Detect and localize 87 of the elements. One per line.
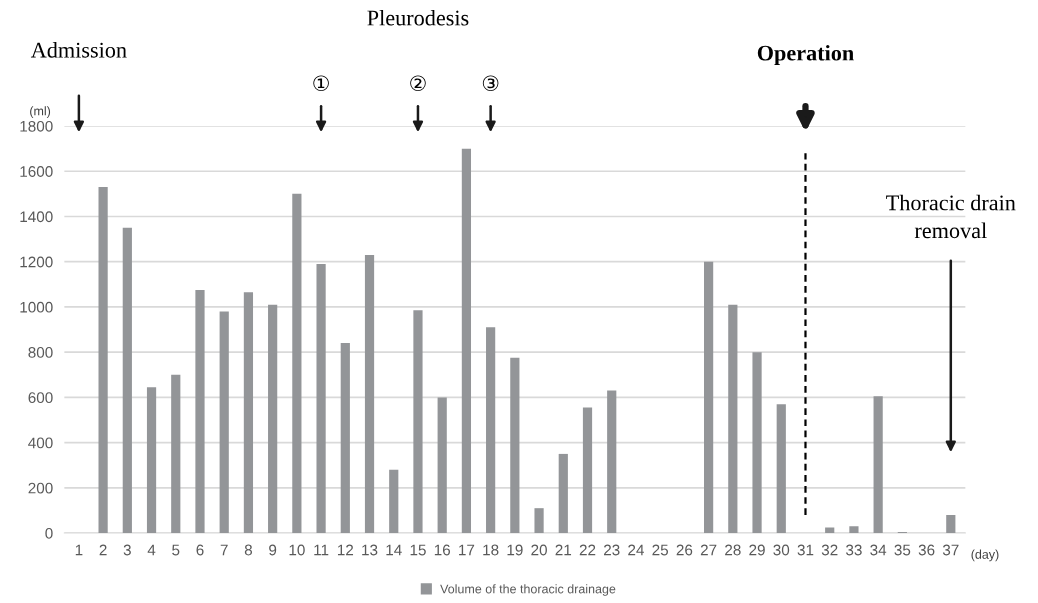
- y-tick-label: 1000: [20, 301, 53, 313]
- x-tick-label: 33: [846, 544, 862, 556]
- x-tick-label: 32: [821, 544, 838, 556]
- bar: [195, 289, 205, 534]
- bar: [364, 254, 375, 534]
- bar: [219, 311, 229, 534]
- x-tick-label: 10: [289, 544, 305, 556]
- x-tick-label: 23: [604, 544, 620, 556]
- x-tick-label: 8: [244, 544, 253, 556]
- x-tick-label: 25: [652, 544, 669, 556]
- x-tick-label: 35: [894, 544, 911, 556]
- bar: [316, 263, 326, 534]
- bar: [122, 227, 132, 534]
- text: Operation: [757, 44, 854, 66]
- y-axis-title: (ml): [30, 106, 51, 118]
- y-tick-label: 200: [28, 482, 53, 494]
- x-tick-label: 24: [628, 544, 644, 556]
- x-tick-label: 5: [172, 544, 180, 556]
- text: Admission: [30, 42, 127, 58]
- x-tick-label: 6: [196, 544, 204, 556]
- y-tick-label: 1400: [20, 211, 53, 223]
- bar: [946, 514, 956, 534]
- x-tick-label: 18: [483, 544, 499, 556]
- x-tick-label: 3: [123, 544, 131, 556]
- x-tick-label: 20: [531, 544, 547, 556]
- x-tick-label: 1: [75, 544, 83, 556]
- text: ③: [482, 75, 499, 92]
- x-tick-label: 34: [870, 544, 887, 556]
- bar: [461, 148, 472, 534]
- bar: [146, 387, 157, 534]
- x-tick-label: 30: [773, 544, 790, 556]
- x-tick-label: 11: [314, 544, 329, 556]
- text: Pleurodesis: [367, 9, 469, 26]
- x-tick-label: 19: [507, 544, 523, 556]
- bar: [776, 404, 786, 534]
- bar: [849, 526, 859, 534]
- bar: [582, 407, 593, 534]
- x-axis-title: (day): [971, 549, 999, 562]
- x-tick-label: 26: [676, 544, 693, 556]
- bar: [340, 343, 350, 534]
- y-tick-label: 1600: [20, 166, 53, 177]
- bar: [825, 527, 835, 534]
- y-tick-label: 0: [45, 527, 53, 539]
- bar: [98, 187, 108, 534]
- x-tick-label: 12: [337, 544, 354, 556]
- x-tick-label: 28: [725, 544, 741, 556]
- y-tick-label: 800: [28, 347, 53, 358]
- x-tick-label: 9: [269, 544, 277, 556]
- bar: [534, 508, 544, 534]
- text: ①: [313, 75, 329, 92]
- bar: [437, 397, 447, 534]
- x-tick-label: 36: [918, 544, 935, 556]
- bar: [752, 352, 762, 534]
- x-tick-label: 37: [942, 544, 959, 556]
- x-tick-label: 2: [99, 544, 107, 556]
- bar: [413, 310, 423, 534]
- bar: [389, 469, 399, 534]
- x-tick-label: 22: [579, 544, 596, 556]
- bar: [510, 357, 520, 534]
- x-tick-label: 31: [797, 544, 814, 556]
- y-tick-label: 400: [28, 437, 53, 449]
- bar: [268, 304, 278, 534]
- bar: [607, 390, 617, 534]
- bar: [486, 327, 496, 534]
- text: ②: [410, 75, 426, 92]
- x-tick-label: 14: [386, 544, 402, 556]
- x-tick-label: 21: [555, 544, 572, 556]
- bar: [704, 261, 714, 534]
- bar: [558, 453, 568, 534]
- x-tick-label: 13: [362, 544, 378, 556]
- x-tick-label: 15: [410, 544, 426, 556]
- legend-label: Volume of the thoracic drainage: [440, 584, 616, 596]
- bar: [873, 396, 883, 534]
- x-tick-label: 29: [749, 544, 765, 556]
- bar: [243, 292, 254, 534]
- bar: [728, 304, 738, 534]
- bar: [171, 374, 181, 534]
- x-tick-label: 27: [700, 544, 717, 556]
- x-tick-label: 17: [459, 544, 475, 556]
- x-tick-label: 16: [434, 544, 451, 556]
- bar: [292, 193, 302, 534]
- annotation: Thoracic drain removal: [886, 194, 1016, 239]
- y-tick-label: 1800: [20, 120, 53, 132]
- y-tick-label: 600: [28, 392, 53, 404]
- x-tick-label: 4: [147, 544, 156, 556]
- x-tick-label: 7: [220, 544, 228, 556]
- y-tick-label: 1200: [20, 256, 53, 268]
